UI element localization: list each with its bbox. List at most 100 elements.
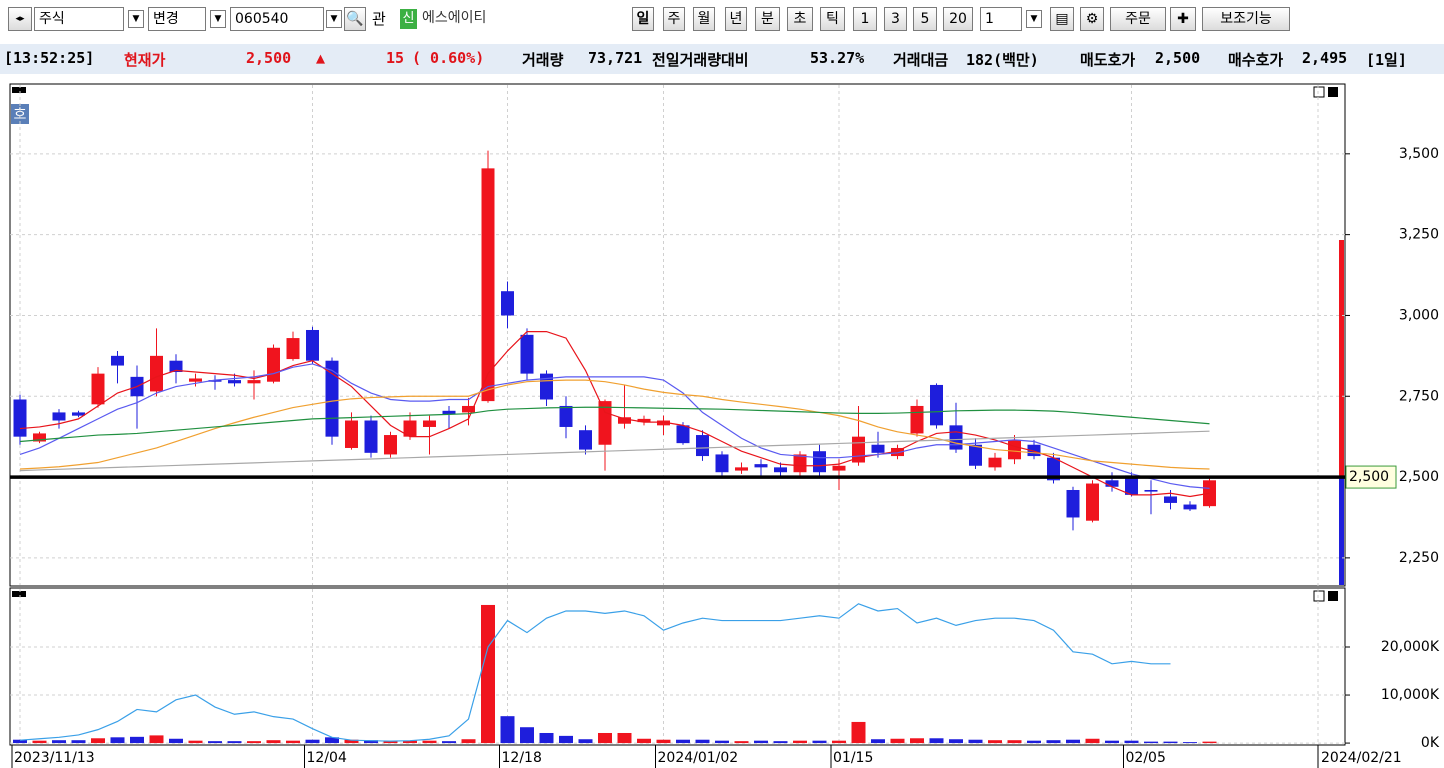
- panel-button[interactable]: [1313, 590, 1325, 602]
- dropdown[interactable]: ▼: [326, 10, 342, 28]
- y-tick-label: 3,500: [1399, 146, 1439, 162]
- price: 2,500: [246, 49, 292, 67]
- volume-bar: [247, 741, 261, 744]
- candle-body: [657, 420, 670, 426]
- candle-body: [91, 373, 105, 405]
- candle-body: [72, 412, 85, 416]
- label: 거래대금: [893, 51, 949, 69]
- volume-bar: [130, 736, 144, 744]
- x-tick-label: 2023/11/13: [14, 750, 95, 766]
- volume-bar: [149, 735, 164, 744]
- volume-bar: [364, 740, 378, 744]
- volume-panel: [9, 587, 1346, 746]
- candle-body: [696, 435, 709, 457]
- volume-average: [19, 603, 1171, 742]
- candle-body: [910, 405, 924, 434]
- amount: 182(백만): [966, 51, 1039, 69]
- period-button[interactable]: 주: [663, 7, 685, 31]
- aux-button[interactable]: 보조기능: [1202, 7, 1290, 31]
- volume-bar: [71, 740, 86, 744]
- volume-bar: [286, 740, 300, 744]
- volume-bar: [52, 740, 66, 744]
- volume-bar: [890, 738, 905, 744]
- candle-body: [735, 467, 748, 471]
- volume-bar: [1085, 738, 1100, 744]
- x-tick-label: 02/05: [1126, 750, 1166, 766]
- prev-ratio: 53.27%: [810, 49, 865, 67]
- y-tick-label: 2,500: [1399, 469, 1439, 485]
- x-end-label: 2024/02/21: [1321, 750, 1402, 766]
- candle-body: [1047, 457, 1060, 481]
- period-button[interactable]: 틱: [820, 7, 845, 31]
- volume-bar: [851, 721, 866, 744]
- gauge: [1339, 477, 1344, 585]
- candle-body: [1105, 480, 1119, 487]
- candle-body: [793, 454, 807, 473]
- volume-bar: [832, 740, 846, 744]
- period-button[interactable]: 년: [725, 7, 747, 31]
- candle-body: [1164, 496, 1177, 503]
- candle-body: [501, 291, 514, 316]
- panel-button[interactable]: [1313, 86, 1325, 98]
- period-button[interactable]: 월: [693, 7, 715, 31]
- candle-body: [598, 401, 612, 445]
- candle-body: [306, 329, 319, 361]
- candle-body: [774, 467, 787, 473]
- period-button[interactable]: 1: [853, 7, 877, 31]
- period-button[interactable]: 3: [884, 7, 907, 31]
- period-button[interactable]: 일: [632, 7, 654, 31]
- candle-body: [481, 168, 495, 402]
- y-tick-label: 3,000: [1399, 307, 1439, 323]
- save-button[interactable]: ▤: [1050, 7, 1074, 31]
- period-button[interactable]: 초: [787, 7, 813, 31]
- order-button[interactable]: 주문: [1110, 7, 1166, 31]
- dropdown[interactable]: ▼: [210, 10, 226, 28]
- count-input[interactable]: 1: [980, 7, 1022, 31]
- search-button[interactable]: 🔍: [344, 7, 366, 31]
- candle-body: [871, 444, 885, 453]
- arrow: ▲: [316, 49, 326, 67]
- volume-bar: [656, 739, 671, 744]
- candle-body: [150, 355, 163, 392]
- x-tick-label: 2024/01/02: [658, 750, 739, 766]
- plus-button[interactable]: ✚: [1170, 7, 1196, 31]
- candle-body: [13, 399, 27, 437]
- volume-bar: [461, 739, 476, 744]
- volume-bar: [1066, 739, 1080, 744]
- period-button[interactable]: 분: [755, 7, 780, 31]
- y-tick-label: 2,750: [1399, 388, 1439, 404]
- change-select[interactable]: 변경: [148, 7, 206, 31]
- candle-body: [189, 378, 202, 382]
- candle-body: [228, 380, 241, 384]
- code-input[interactable]: 060540: [230, 7, 324, 31]
- candle-body: [715, 454, 729, 473]
- info-bar: [13:52:25] 현재가 2,500 ▲ 15 ( 0.60%) 거래량 7…: [0, 44, 1444, 74]
- time: [13:52:25]: [4, 49, 95, 67]
- dropdown[interactable]: ▼: [128, 10, 144, 28]
- dropdown[interactable]: ▼: [1026, 10, 1042, 28]
- panel-button[interactable]: [1328, 87, 1338, 97]
- candle-body: [1144, 489, 1158, 492]
- x-tick-label: 12/04: [307, 750, 347, 766]
- volume-bar: [559, 735, 573, 744]
- period-button[interactable]: 20: [943, 7, 973, 31]
- period-button[interactable]: 5: [913, 7, 937, 31]
- change-pct: ( 0.60%): [412, 49, 485, 67]
- candle-body: [462, 405, 475, 413]
- x-tick-label: 01/15: [833, 750, 873, 766]
- y-tick-label: 2,250: [1399, 550, 1439, 566]
- label: 매도호가: [1080, 51, 1136, 69]
- volume-bar: [91, 738, 105, 744]
- settings-button[interactable]: ⚙: [1080, 7, 1104, 31]
- panel-button[interactable]: [1328, 591, 1338, 601]
- moving-average: [19, 363, 1210, 489]
- candle-body: [1008, 439, 1021, 460]
- candle-body: [267, 347, 280, 382]
- volume-bar: [968, 739, 983, 744]
- volume-bar: [598, 732, 612, 744]
- side-tag-box[interactable]: [11, 104, 29, 124]
- volume-bar: [442, 741, 456, 744]
- market-select[interactable]: 주식: [34, 7, 124, 31]
- nav-button[interactable]: ◂▸: [8, 7, 32, 31]
